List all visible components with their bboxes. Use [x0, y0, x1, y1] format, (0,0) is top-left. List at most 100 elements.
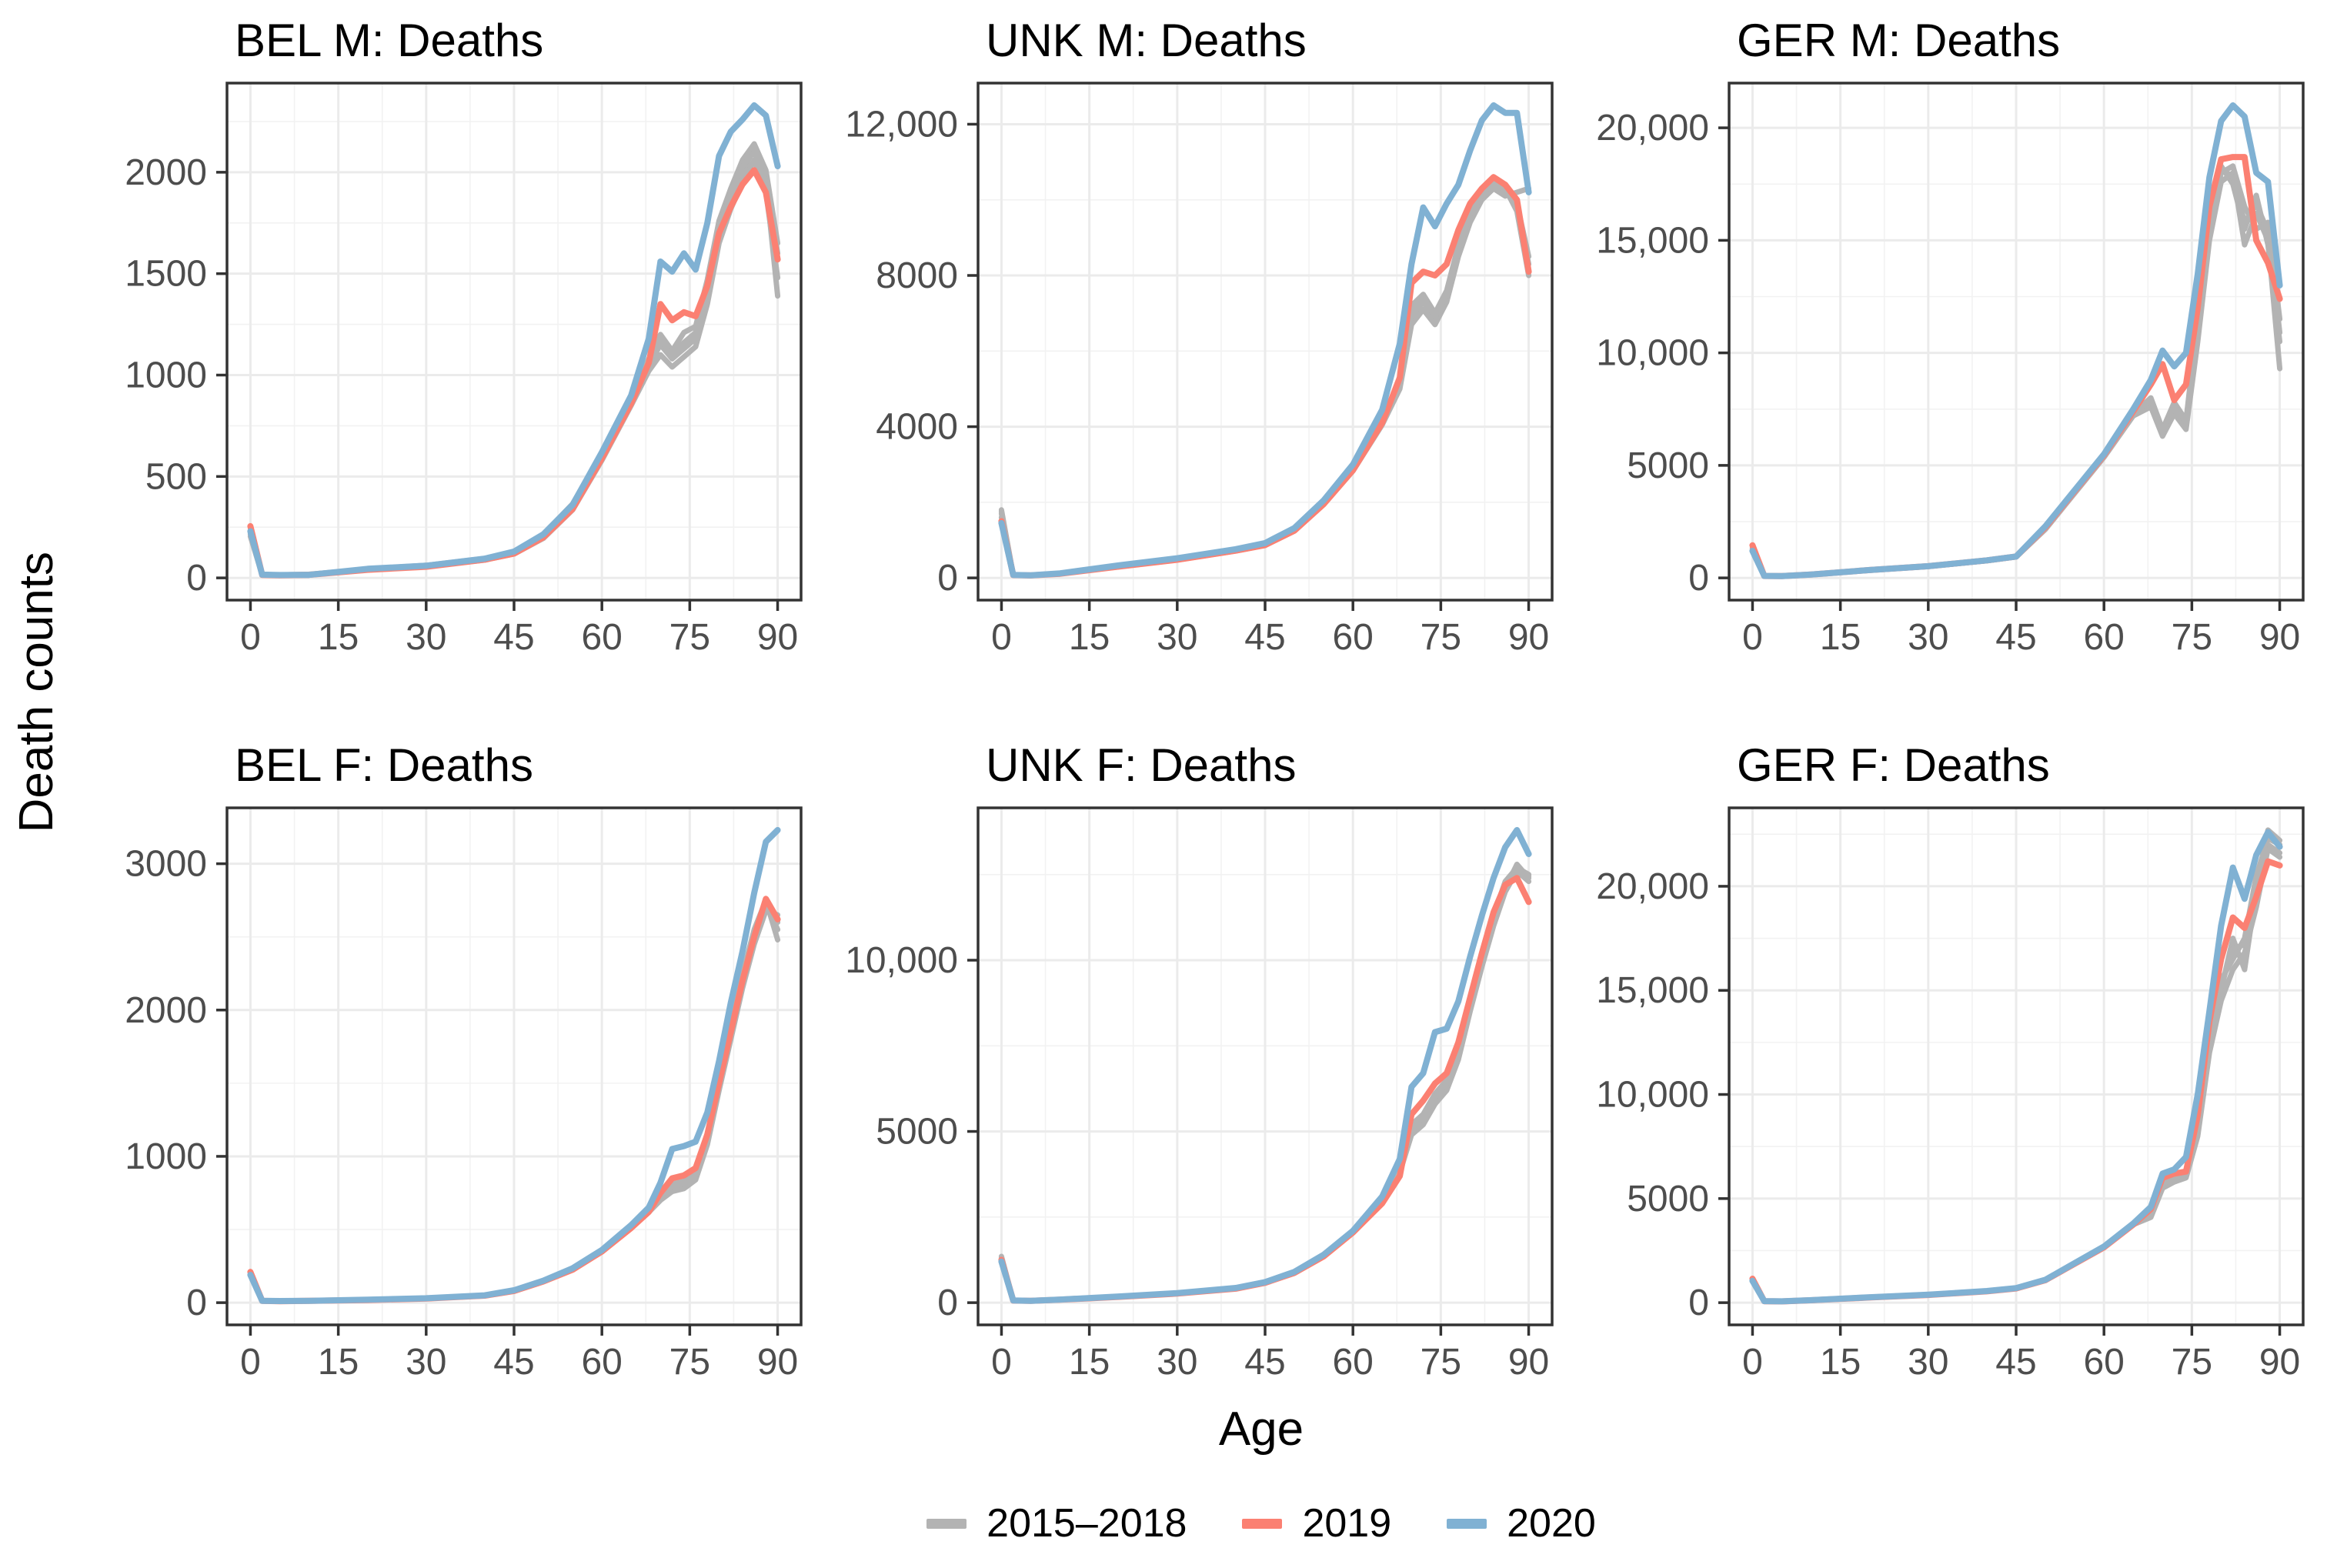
svg-text:30: 30 [406, 617, 446, 656]
y-tick-labels: 0 5000 10,000 [845, 940, 958, 1323]
svg-text:3000: 3000 [125, 844, 207, 885]
svg-text:0: 0 [937, 1283, 958, 1323]
svg-text:0: 0 [991, 617, 1012, 656]
svg-text:75: 75 [669, 617, 710, 656]
svg-text:2000: 2000 [125, 152, 207, 193]
svg-text:15: 15 [318, 1342, 359, 1380]
facet-title: GER F: Deaths [1737, 739, 2050, 791]
svg-text:0: 0 [186, 1283, 207, 1323]
svg-text:75: 75 [1421, 617, 1461, 656]
svg-text:20,000: 20,000 [1596, 866, 1709, 907]
svg-text:15: 15 [1069, 617, 1110, 656]
x-tick-labels: 0 15 30 45 60 75 90 [1742, 1342, 2300, 1380]
svg-text:1000: 1000 [125, 1136, 207, 1177]
series-lines [247, 826, 781, 1305]
facet-title: UNK F: Deaths [986, 739, 1297, 791]
svg-text:0: 0 [1742, 617, 1763, 656]
svg-text:75: 75 [1421, 1342, 1461, 1380]
facet-title: GER M: Deaths [1737, 15, 2061, 66]
svg-text:75: 75 [2172, 617, 2212, 656]
series-lines [998, 102, 1532, 579]
facet-bel-m-panel: 0 15 30 45 60 75 90 0 500 1000 1500 2000 [125, 82, 803, 656]
series-line-2020 [1749, 102, 2283, 579]
legend-item-2020: 2020 [1447, 1500, 1596, 1546]
svg-text:30: 30 [1157, 1342, 1197, 1380]
x-tick-labels: 0 15 30 45 60 75 90 [991, 1342, 1549, 1380]
grid-major [1729, 808, 2303, 1325]
axis-ticks [967, 959, 1531, 1336]
svg-text:30: 30 [1908, 1342, 1948, 1380]
series-lines [1749, 827, 2283, 1305]
svg-text:0: 0 [937, 558, 958, 599]
svg-text:0: 0 [240, 1342, 261, 1380]
facet-grid: BEL M: Deaths 0 15 30 45 60 75 90 0 500 1000 1500 2… [73, 8, 2326, 1380]
svg-text:2000: 2000 [125, 990, 207, 1031]
y-axis-title-text: Death counts [9, 552, 63, 833]
svg-text:90: 90 [757, 617, 798, 656]
svg-text:45: 45 [1244, 1342, 1285, 1380]
facet-unk-m: UNK M: Deaths 0 15 30 45 60 75 90 0 4000 8000 12,0… [824, 8, 1575, 656]
legend: 2015–2018 2019 2020 [855, 1493, 1668, 1554]
series-line-2020 [998, 102, 1532, 579]
facet-bel-f-panel: 0 15 30 45 60 75 90 0 1000 2000 3000 [125, 806, 803, 1380]
y-tick-labels: 0 5000 10,000 15,000 20,000 [1596, 866, 1709, 1323]
svg-text:0: 0 [240, 617, 261, 656]
grid-major [227, 83, 801, 600]
axis-ticks [1718, 126, 2282, 611]
svg-text:90: 90 [1508, 617, 1549, 656]
x-tick-labels: 0 15 30 45 60 75 90 [240, 617, 798, 656]
legend-label: 2015–2018 [987, 1501, 1187, 1546]
legend-label: 2019 [1302, 1501, 1392, 1546]
svg-text:0: 0 [186, 558, 207, 599]
facet-unk-f-panel: 0 15 30 45 60 75 90 0 5000 10,000 [845, 806, 1554, 1380]
svg-text:30: 30 [1908, 617, 1948, 656]
svg-text:30: 30 [406, 1342, 446, 1380]
svg-text:90: 90 [2259, 1342, 2300, 1380]
legend-label: 2020 [1507, 1501, 1596, 1546]
svg-text:60: 60 [2083, 1342, 2124, 1380]
svg-text:15: 15 [1069, 1342, 1110, 1380]
facet-bel-f: BEL F: Deaths 0 15 30 45 60 75 90 0 1000 2000 3000 [73, 732, 824, 1380]
legend-swatch-2019 [1242, 1518, 1283, 1529]
series-line-2020 [998, 826, 1532, 1304]
svg-text:0: 0 [1742, 1342, 1763, 1380]
svg-text:45: 45 [493, 617, 534, 656]
axis-ticks [216, 862, 780, 1336]
svg-text:0: 0 [1688, 558, 1709, 599]
svg-text:75: 75 [669, 1342, 710, 1380]
x-axis-title: Age [1218, 1403, 1304, 1456]
svg-text:45: 45 [1244, 617, 1285, 656]
svg-text:10,000: 10,000 [845, 940, 958, 981]
svg-text:1000: 1000 [125, 355, 207, 395]
series-lines [247, 102, 781, 579]
svg-text:500: 500 [145, 456, 207, 497]
legend-item-2019: 2019 [1242, 1500, 1391, 1546]
svg-text:0: 0 [1688, 1283, 1709, 1323]
svg-text:90: 90 [757, 1342, 798, 1380]
svg-text:60: 60 [581, 1342, 622, 1380]
facet-unk-m-panel: 0 15 30 45 60 75 90 0 4000 8000 12,000 [845, 82, 1554, 656]
svg-text:4000: 4000 [876, 407, 958, 448]
svg-text:10,000: 10,000 [1596, 1075, 1709, 1116]
axis-ticks [967, 122, 1531, 611]
facet-title: UNK M: Deaths [986, 15, 1307, 66]
series-lines [1749, 102, 2283, 579]
svg-text:60: 60 [1332, 617, 1373, 656]
svg-text:10,000: 10,000 [1596, 333, 1709, 374]
x-tick-labels: 0 15 30 45 60 75 90 [240, 1342, 798, 1380]
facet-ger-m: GER M: Deaths 0 15 30 45 60 75 90 0 5000 10,000 15… [1575, 8, 2326, 656]
axis-ticks [216, 171, 780, 611]
y-axis-title: Death counts [3, 8, 69, 1377]
svg-text:8000: 8000 [876, 255, 958, 296]
facet-ger-f-panel: 0 15 30 45 60 75 90 0 5000 10,000 15,000 20,000 [1596, 806, 2305, 1380]
y-tick-labels: 0 1000 2000 3000 [125, 844, 207, 1324]
svg-text:5000: 5000 [1627, 1179, 1709, 1219]
svg-text:15,000: 15,000 [1596, 220, 1709, 261]
svg-text:15: 15 [318, 617, 359, 656]
x-tick-labels: 0 15 30 45 60 75 90 [991, 617, 1549, 656]
svg-text:15: 15 [1820, 1342, 1861, 1380]
facet-title: BEL M: Deaths [235, 15, 544, 66]
svg-text:45: 45 [1995, 1342, 2036, 1380]
svg-text:45: 45 [493, 1342, 534, 1380]
svg-text:90: 90 [2259, 617, 2300, 656]
